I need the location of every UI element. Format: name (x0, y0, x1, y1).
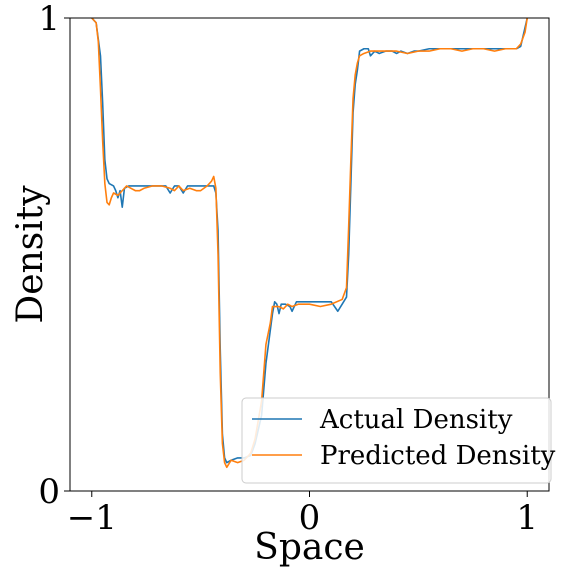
legend-box (241, 397, 552, 484)
legend: Actual Density Predicted Density (241, 397, 556, 484)
x-tick-label: −1 (67, 498, 117, 538)
x-axis-label: Space (254, 527, 365, 568)
series-line-actual-density (91, 18, 529, 464)
y-tick-label: 1 (38, 0, 60, 39)
legend-label-predicted-density: Predicted Density (320, 441, 556, 471)
x-tick-label: 1 (516, 498, 538, 538)
axes: −1 0 101 (38, 0, 550, 538)
y-axis-label: Density (10, 185, 51, 324)
y-tick-label: 0 (38, 472, 60, 512)
x-tick-label: 0 (299, 498, 321, 538)
legend-label-actual-density: Actual Density (319, 405, 513, 435)
